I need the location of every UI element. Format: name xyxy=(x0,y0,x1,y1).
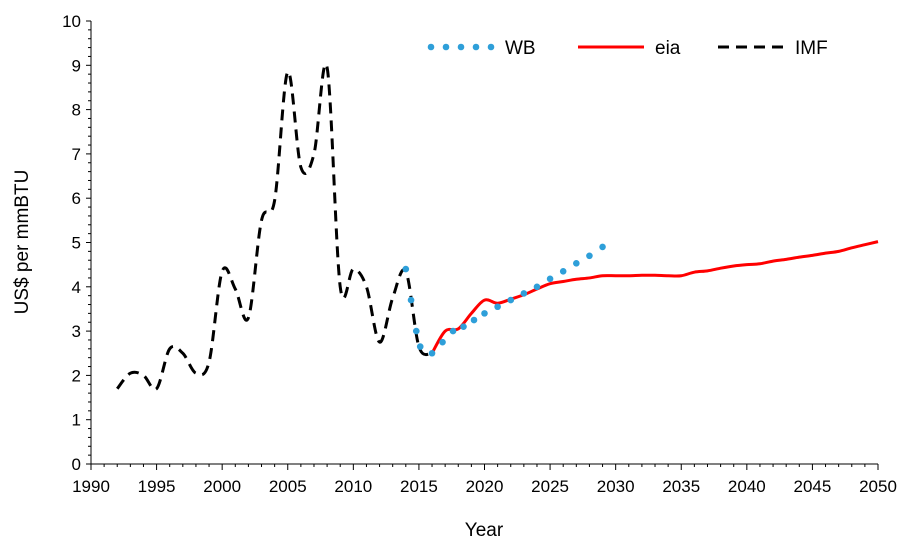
series-wb-point xyxy=(416,343,424,350)
series-wb-point xyxy=(439,338,446,346)
series-wb-point xyxy=(507,296,515,304)
x-tick-label: 2015 xyxy=(400,477,438,496)
series-imf-line xyxy=(116,62,433,391)
x-tick-label: 1990 xyxy=(72,477,110,496)
legend-wb-swatch xyxy=(427,43,495,51)
series-wb-point xyxy=(428,349,436,357)
series-wb-point xyxy=(599,243,606,251)
series-wb-point xyxy=(481,310,488,317)
series-wb-point xyxy=(586,252,593,260)
series-wb-point xyxy=(494,303,501,311)
x-tick-label: 2045 xyxy=(794,477,832,496)
legend-swatch-dot xyxy=(442,43,450,51)
y-tick-label: 6 xyxy=(72,189,81,208)
y-tick-label: 3 xyxy=(72,322,81,341)
series-wb-point xyxy=(412,327,420,335)
series-wb-point xyxy=(470,316,478,324)
y-tick-label: 0 xyxy=(72,455,81,474)
series-wb-point xyxy=(520,290,528,297)
y-tick-label: 5 xyxy=(72,234,81,253)
legend-wb-label: WB xyxy=(505,38,536,59)
series-wb-point xyxy=(573,260,580,267)
y-axis-title: US$ per mmBTU xyxy=(12,170,33,315)
x-tick-label: 2040 xyxy=(728,477,766,496)
series-wb-point xyxy=(546,275,554,283)
legend-eia-label: eia xyxy=(655,38,681,59)
x-tick-label: 1995 xyxy=(138,477,176,496)
x-tick-label: 2030 xyxy=(597,477,635,496)
x-tick-label: 2025 xyxy=(531,477,569,496)
series-wb-point xyxy=(402,265,410,273)
x-tick-label: 2005 xyxy=(269,477,307,496)
y-tick-label: 4 xyxy=(72,278,81,297)
x-tick-label: 2010 xyxy=(334,477,372,496)
x-tick-label: 2035 xyxy=(662,477,700,496)
legend-swatch-dot xyxy=(472,43,480,51)
legend-imf-label: IMF xyxy=(795,38,828,59)
x-tick-label: 2020 xyxy=(466,477,504,496)
y-tick-label: 9 xyxy=(72,56,81,75)
series-eia-line xyxy=(430,240,879,355)
legend: WB eia IMF xyxy=(427,38,828,59)
y-tick-label: 10 xyxy=(62,12,81,31)
x-axis-title: Year xyxy=(465,520,504,541)
y-tick-label: 2 xyxy=(72,366,81,385)
y-tick-label: 1 xyxy=(72,411,81,430)
legend-swatch-dot xyxy=(487,43,495,51)
series-wb-point xyxy=(407,296,415,304)
y-axis-ticks: 0 1 2 3 4 5 6 7 8 9 10 xyxy=(62,12,91,474)
series-wb-point xyxy=(460,323,467,330)
series-wb-point xyxy=(449,327,457,335)
series-lines xyxy=(116,62,879,391)
axes: 0 1 2 3 4 5 6 7 8 9 10 1990 1995 2000 2005 2010 2015 202… xyxy=(62,12,897,496)
legend-swatch-dot xyxy=(427,43,435,51)
series-wb-point xyxy=(559,268,567,275)
y-tick-label: 7 xyxy=(72,145,81,164)
x-tick-label: 2050 xyxy=(859,477,897,496)
legend-swatch-dot xyxy=(457,43,465,51)
y-tick-label: 8 xyxy=(72,101,81,120)
series-wb-line xyxy=(402,243,606,357)
x-axis-ticks: 1990 1995 2000 2005 2010 2015 2020 2025 2030 2035… xyxy=(72,464,897,496)
x-tick-label: 2000 xyxy=(203,477,241,496)
series-wb-point xyxy=(533,283,541,291)
